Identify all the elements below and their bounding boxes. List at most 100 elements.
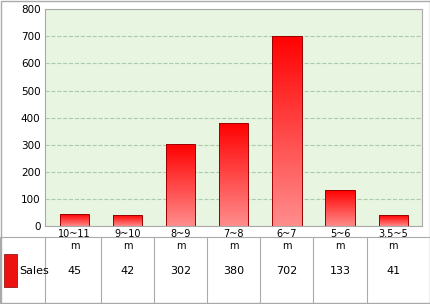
Bar — [166, 201, 195, 202]
Bar — [166, 194, 195, 195]
Bar — [219, 140, 248, 141]
Bar — [325, 191, 354, 192]
Bar — [272, 74, 301, 76]
Bar — [166, 162, 195, 163]
Bar — [272, 181, 301, 184]
Bar — [219, 158, 248, 159]
Bar — [325, 209, 354, 210]
Bar — [272, 212, 301, 215]
Bar — [325, 223, 354, 224]
Bar — [219, 186, 248, 188]
Bar — [219, 144, 248, 145]
Bar — [166, 172, 195, 173]
Bar — [325, 211, 354, 212]
Bar — [325, 193, 354, 194]
Bar — [166, 219, 195, 220]
Bar — [325, 199, 354, 200]
Bar — [272, 60, 301, 62]
Bar — [325, 194, 354, 195]
Bar — [325, 216, 354, 217]
Bar — [219, 217, 248, 219]
Bar — [272, 148, 301, 150]
Bar — [219, 223, 248, 224]
Bar — [166, 153, 195, 154]
Bar — [166, 182, 195, 183]
Bar — [219, 192, 248, 193]
Bar — [325, 222, 354, 223]
Bar — [166, 173, 195, 174]
Bar — [272, 188, 301, 191]
Bar — [219, 174, 248, 175]
Bar — [272, 48, 301, 50]
Bar — [325, 197, 354, 198]
Bar — [166, 185, 195, 186]
Bar — [272, 43, 301, 45]
Bar — [166, 158, 195, 159]
Bar — [219, 197, 248, 198]
Bar — [219, 168, 248, 170]
Bar — [325, 200, 354, 201]
Bar — [219, 176, 248, 178]
Bar — [166, 213, 195, 214]
Bar — [272, 162, 301, 164]
Bar — [166, 155, 195, 156]
Bar — [166, 145, 195, 147]
Bar — [272, 193, 301, 195]
Bar — [166, 192, 195, 193]
Bar — [166, 159, 195, 160]
Bar — [219, 131, 248, 132]
Bar — [166, 164, 195, 165]
Bar — [272, 184, 301, 186]
Bar — [272, 57, 301, 60]
Bar — [219, 188, 248, 189]
Bar — [166, 208, 195, 209]
Bar — [219, 198, 248, 199]
Bar — [166, 200, 195, 201]
Bar — [219, 157, 248, 158]
Bar — [272, 210, 301, 212]
Bar — [325, 194, 354, 195]
Bar — [166, 209, 195, 210]
Bar — [219, 153, 248, 154]
Bar — [166, 161, 195, 162]
Bar — [219, 123, 248, 226]
Bar — [272, 136, 301, 138]
Bar — [219, 181, 248, 183]
Bar — [166, 156, 195, 157]
Bar — [219, 163, 248, 164]
Text: 702: 702 — [276, 266, 297, 275]
Bar — [272, 112, 301, 114]
Bar — [219, 219, 248, 220]
Bar — [272, 219, 301, 222]
Bar — [219, 127, 248, 128]
Bar — [325, 219, 354, 220]
Bar — [272, 55, 301, 57]
Bar — [325, 218, 354, 219]
Bar — [325, 190, 354, 191]
Bar — [166, 188, 195, 190]
Bar — [219, 135, 248, 136]
Bar — [166, 144, 195, 226]
Bar — [272, 40, 301, 43]
Bar — [272, 83, 301, 86]
Bar — [325, 205, 354, 206]
Bar — [272, 122, 301, 124]
Bar — [166, 171, 195, 172]
Bar — [272, 157, 301, 160]
Bar — [166, 212, 195, 213]
Bar — [166, 216, 195, 217]
Text: 42: 42 — [120, 266, 135, 275]
Bar — [325, 212, 354, 213]
Bar — [219, 175, 248, 176]
Bar — [219, 201, 248, 202]
Bar — [166, 195, 195, 196]
Text: Sales: Sales — [19, 266, 49, 275]
Bar — [325, 207, 354, 208]
Bar — [219, 166, 248, 167]
Bar — [166, 163, 195, 164]
Bar — [219, 178, 248, 179]
Bar — [166, 170, 195, 171]
Bar — [219, 128, 248, 130]
Bar — [272, 45, 301, 48]
Bar — [219, 154, 248, 156]
